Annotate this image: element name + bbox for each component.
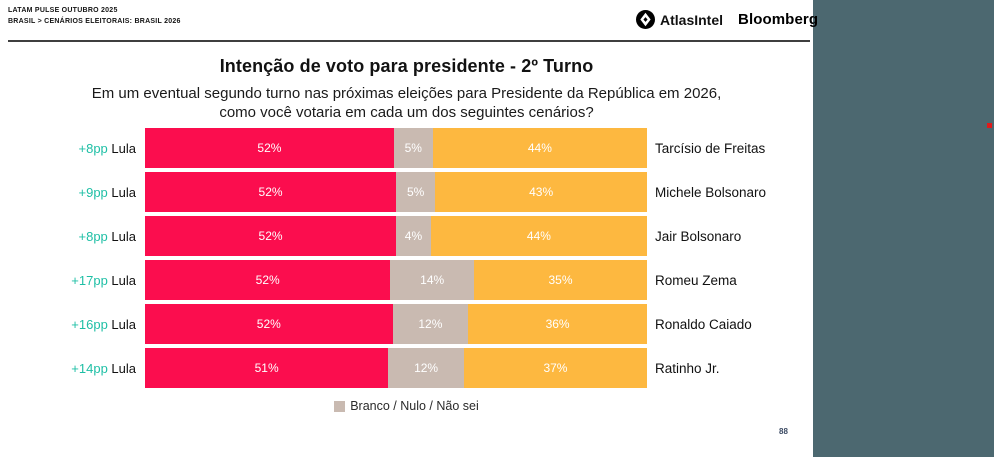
opponent-name: Ronaldo Caiado: [655, 316, 752, 332]
bar-value-label: 44%: [526, 229, 551, 243]
bar-stack: 52% 12% 36%: [145, 304, 647, 344]
lead-label: +14pp Lula: [0, 361, 145, 376]
bar-value-label: 37%: [543, 361, 568, 375]
right-dark-panel: [813, 0, 994, 457]
lead-label: +8pp Lula: [0, 229, 145, 244]
bar-segment-lula: 51%: [145, 348, 389, 388]
bar-segment-lula: 52%: [145, 260, 391, 300]
bar-stack: 51% 12% 37%: [145, 348, 647, 388]
bar-value-label: 4%: [404, 229, 423, 243]
chart-row: +8pp Lula 52% 5% 44% Tarcísio de Freitas: [0, 128, 813, 168]
stacked-bar-chart: +8pp Lula 52% 5% 44% Tarcísio de Freitas +9pp…: [0, 128, 813, 392]
lead-margin: +14pp: [71, 360, 108, 376]
lead-candidate: Lula: [107, 228, 136, 244]
bar-segment-adversario: 44%: [430, 216, 647, 256]
kicker-line1: LATAM PULSE OUTUBRO 2025: [8, 7, 118, 14]
chart-row: +9pp Lula 52% 5% 43% Michele Bolsonaro: [0, 172, 813, 212]
bar-segment-branco_nulo_nao_sei: 12%: [388, 348, 464, 388]
bar-stack: 52% 5% 44%: [145, 128, 647, 168]
bar-value-label: 52%: [258, 229, 283, 243]
bar-value-label: 36%: [545, 317, 570, 331]
lead-label: +8pp Lula: [0, 141, 145, 156]
bar-segment-lula: 52%: [145, 172, 397, 212]
lead-candidate: Lula: [107, 316, 136, 332]
lead-margin: +9pp: [78, 184, 108, 200]
chart-subtitle: Em um eventual segundo turno nas próxima…: [0, 84, 813, 122]
bar-value-label: 44%: [527, 141, 552, 155]
chart-row: +17pp Lula 52% 14% 35% Romeu Zema: [0, 260, 813, 300]
bar-segment-lula: 52%: [145, 216, 397, 256]
bar-value-label: 14%: [420, 273, 445, 287]
brand-bar: AtlasIntel Bloomberg: [636, 10, 818, 29]
bar-segment-lula: 52%: [145, 304, 393, 344]
lead-margin: +8pp: [78, 140, 108, 156]
bar-value-label: 52%: [255, 273, 280, 287]
bar-segment-adversario: 36%: [468, 304, 647, 344]
bar-stack: 52% 5% 43%: [145, 172, 647, 212]
legend-swatch-branco-nulo: [334, 400, 346, 412]
lead-candidate: Lula: [107, 184, 136, 200]
subtitle-line2: como você votaria em cada um dos seguint…: [219, 104, 594, 121]
report-kicker: LATAM PULSE OUTUBRO 2025 BRASIL > CENÁRI…: [8, 5, 181, 27]
atlasintel-wordmark: AtlasIntel: [660, 11, 724, 28]
opponent-name: Ratinho Jr.: [655, 360, 720, 376]
kicker-line2: BRASIL > CENÁRIOS ELEITORAIS: BRASIL 202…: [8, 18, 181, 25]
bar-segment-adversario: 37%: [463, 348, 647, 388]
bar-segment-branco_nulo_nao_sei: 14%: [390, 260, 474, 300]
bar-segment-adversario: 43%: [435, 172, 647, 212]
chart-row: +8pp Lula 52% 4% 44% Jair Bolsonaro: [0, 216, 813, 256]
bar-segment-lula: 52%: [145, 128, 394, 168]
bar-value-label: 35%: [548, 273, 573, 287]
lead-label: +9pp Lula: [0, 185, 145, 200]
opponent-name: Michele Bolsonaro: [655, 184, 767, 200]
lead-label: +17pp Lula: [0, 273, 145, 288]
page-number: 88: [779, 427, 788, 436]
lead-candidate: Lula: [107, 140, 136, 156]
opponent-name: Romeu Zema: [655, 272, 737, 288]
title-block: Intenção de voto para presidente - 2º Tu…: [0, 56, 813, 122]
chart-legend: Branco / Nulo / Não sei: [0, 399, 813, 413]
header-divider: [8, 40, 810, 42]
lead-margin: +8pp: [78, 228, 108, 244]
bar-segment-branco_nulo_nao_sei: 5%: [396, 172, 436, 212]
bar-stack: 52% 4% 44%: [145, 216, 647, 256]
bloomberg-wordmark: Bloomberg: [738, 11, 819, 28]
bar-value-label: 5%: [404, 141, 422, 155]
bar-value-label: 52%: [257, 141, 282, 155]
subtitle-line1: Em um eventual segundo turno nas próxima…: [91, 85, 722, 102]
bar-value-label: 12%: [414, 361, 439, 375]
bar-value-label: 51%: [254, 361, 279, 375]
chart-row: +16pp Lula 52% 12% 36% Ronaldo Caiado: [0, 304, 813, 344]
bar-value-label: 12%: [418, 317, 443, 331]
lead-candidate: Lula: [107, 272, 136, 288]
bar-segment-branco_nulo_nao_sei: 4%: [396, 216, 431, 256]
opponent-name: Jair Bolsonaro: [655, 228, 742, 244]
lead-candidate: Lula: [107, 360, 136, 376]
chart-title: Intenção de voto para presidente - 2º Tu…: [219, 56, 594, 76]
bar-value-label: 43%: [529, 185, 554, 199]
bar-value-label: 5%: [406, 185, 425, 199]
lead-margin: +17pp: [71, 272, 108, 288]
lead-margin: +16pp: [71, 316, 108, 332]
bar-value-label: 52%: [258, 185, 283, 199]
bar-segment-adversario: 35%: [474, 260, 648, 300]
opponent-name: Tarcísio de Freitas: [655, 140, 766, 156]
atlasintel-logo: AtlasIntel: [636, 10, 723, 29]
bar-segment-adversario: 44%: [432, 128, 647, 168]
lead-label: +16pp Lula: [0, 317, 145, 332]
bar-stack: 52% 14% 35%: [145, 260, 648, 300]
bar-value-label: 52%: [256, 317, 281, 331]
atlasintel-icon: [636, 10, 655, 29]
red-marker: [987, 123, 992, 128]
legend-label: Branco / Nulo / Não sei: [350, 399, 479, 413]
chart-row: +14pp Lula 51% 12% 37% Ratinho Jr.: [0, 348, 813, 388]
bar-segment-branco_nulo_nao_sei: 5%: [393, 128, 433, 168]
bar-segment-branco_nulo_nao_sei: 12%: [392, 304, 469, 344]
